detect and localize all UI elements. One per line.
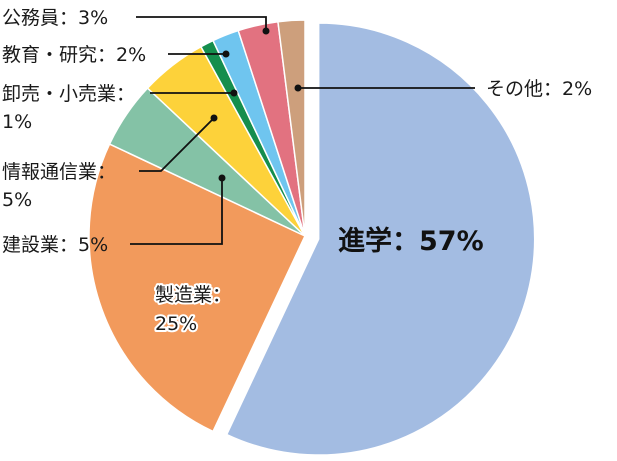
label-oroshi-line2: 1% (2, 111, 32, 133)
pie-slice-sonota (277, 19, 306, 237)
leader-lines (130, 16, 475, 245)
pie-slice-seizo (88, 143, 306, 433)
label-joho-line2: 5% (2, 189, 32, 211)
label-seizo-line1: 製造業： (155, 284, 231, 306)
label-sonota: その他：2% (486, 78, 592, 100)
label-oroshi-line1: 卸売・小売業： (2, 83, 135, 105)
slice-labels: 公務員：3% 教育・研究：2% 卸売・小売業： 1% 情報通信業： 5% 建設業… (2, 7, 592, 337)
pie-slice-shingaku (225, 22, 536, 456)
label-kensetsu: 建設業：5% (2, 234, 108, 256)
leader-dot-kyoiku (222, 50, 230, 58)
leader-joho (139, 117, 215, 172)
pie-slices (88, 19, 536, 456)
leader-dot-kensetsu (218, 174, 226, 182)
label-komuin: 公務員：3% (2, 7, 108, 29)
leader-dot-sonota (294, 84, 302, 92)
leader-komuin (136, 16, 267, 31)
label-kyoiku: 教育・研究：2% (2, 44, 146, 66)
label-seizo-line2: 25% (155, 313, 197, 335)
leader-dot-joho (210, 114, 218, 122)
label-shingaku: 進学：57% (338, 225, 484, 257)
leader-dot-komuin (262, 27, 270, 35)
label-joho-line1: 情報通信業： (2, 161, 116, 183)
leader-kensetsu (130, 178, 223, 245)
leader-dot-oroshi (230, 89, 238, 97)
